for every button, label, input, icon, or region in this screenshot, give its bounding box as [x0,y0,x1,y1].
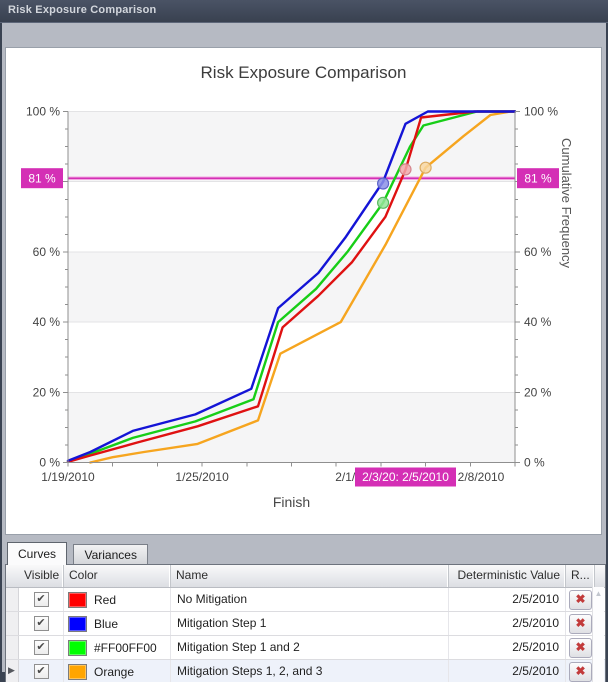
table-scrollbar[interactable]: ▲ ▼ [592,587,604,682]
color-cell[interactable]: #FF00FF00 [64,636,171,659]
color-name: Orange [94,664,135,679]
crossing-marker[interactable] [419,161,432,174]
curve-2[interactable] [66,110,517,463]
row-selector[interactable] [6,612,19,635]
plot-band [68,392,515,463]
visible-checkbox[interactable]: ✔ [33,616,49,631]
color-swatch[interactable] [68,639,87,656]
y-tick-label-left: 20 % [33,385,61,399]
deterministic-value[interactable]: 2/5/2010 [449,588,566,611]
crossing-marker[interactable] [377,196,390,209]
y-axis-title: Cumulative Frequency [559,138,574,269]
delete-curve-button[interactable]: ✖ [569,613,592,634]
curve-1[interactable] [66,110,517,462]
table-row[interactable]: ✔ Blue Mitigation Step 1 2/5/2010 ✖ [6,612,605,636]
y-tick-label-left: 0 % [39,456,60,470]
visible-checkbox[interactable]: ✔ [33,592,49,607]
column-remove[interactable]: R... [566,565,595,587]
y-tick-label-right: 20 % [524,385,552,399]
column-deterministic[interactable]: Deterministic Value [449,565,566,587]
scroll-up-icon[interactable]: ▲ [594,589,603,598]
threshold-label-left [21,168,63,189]
threshold-label-left-text: 81 % [28,172,56,186]
color-cell[interactable]: Red [64,588,171,611]
curves-table: Visible Color Name Deterministic Value R… [5,564,606,682]
y-tick-label-right: 100 % [524,105,558,119]
tab-curves[interactable]: Curves [7,542,68,565]
table-row-selected[interactable]: ▶ ✔ Orange Mitigation Steps 1, 2, and 3 … [6,660,605,682]
x-tick-label: 2/8/2010 [458,470,505,484]
deterministic-value[interactable]: 2/5/2010 [449,660,566,682]
curve-name[interactable]: Mitigation Steps 1, 2, and 3 [171,660,449,682]
row-selector[interactable]: ▶ [6,660,19,682]
table-row[interactable]: ✔ #FF00FF00 Mitigation Step 1 and 2 2/5/… [6,636,605,660]
chart-panel: 0 % 0 % 20 % 20 % 40 % 40 % 60 % 60 % 100 % 100 %… [5,47,602,535]
row-header-column [6,565,19,587]
plot-band [68,111,515,182]
visible-checkbox[interactable]: ✔ [33,664,49,679]
color-swatch[interactable] [68,615,87,632]
curve-name[interactable]: Mitigation Step 1 [171,612,449,635]
tab-variances[interactable]: Variances [73,544,148,565]
column-name[interactable]: Name [171,565,449,587]
crossing-marker[interactable] [399,163,412,176]
crosshair-date-label-text: 2/3/20: 2/5/2010 [362,470,449,484]
crossing-marker[interactable] [377,177,390,190]
x-tick-label: 1/25/2010 [175,470,229,484]
table-header: Visible Color Name Deterministic Value R… [6,565,605,588]
delete-curve-button[interactable]: ✖ [569,589,592,610]
deterministic-value[interactable]: 2/5/2010 [449,612,566,635]
crosshair-date-label [355,467,456,487]
row-selector[interactable] [6,636,19,659]
title-bar[interactable]: Risk Exposure Comparison [0,0,608,23]
window-content: 0 % 0 % 20 % 20 % 40 % 40 % 60 % 60 % 100 % 100 %… [2,23,606,682]
curve-0[interactable] [66,110,517,463]
threshold-label-right-text: 81 % [524,172,552,186]
color-name: Red [94,592,117,607]
column-color[interactable]: Color [64,565,171,587]
color-swatch[interactable] [68,591,87,608]
color-name: Blue [94,616,119,631]
y-tick-label-right: 60 % [524,245,552,259]
chart-title: Risk Exposure Comparison [200,63,407,82]
risk-chart[interactable]: 0 % 0 % 20 % 20 % 40 % 40 % 60 % 60 % 100 % 100 %… [6,48,601,534]
delete-curve-button[interactable]: ✖ [569,637,592,658]
deterministic-value[interactable]: 2/5/2010 [449,636,566,659]
color-cell[interactable]: Blue [64,612,171,635]
curve-3[interactable] [89,110,517,464]
window-title: Risk Exposure Comparison [8,4,157,16]
y-tick-label-right: 40 % [524,315,552,329]
x-tick-label: 1/19/2010 [41,470,95,484]
column-visible[interactable]: Visible [19,565,64,587]
y-tick-label-left: 40 % [33,315,61,329]
tab-strip: Curves Variances [7,542,150,565]
curve-name[interactable]: Mitigation Step 1 and 2 [171,636,449,659]
color-swatch[interactable] [68,663,87,680]
y-tick-label-right: 0 % [524,456,545,470]
color-name: #FF00FF00 [94,640,157,655]
color-cell[interactable]: Orange [64,660,171,682]
y-tick-label-left: 60 % [33,245,61,259]
x-axis-title: Finish [272,494,311,510]
delete-curve-button[interactable]: ✖ [569,661,592,682]
scrollbar-header-gap [595,565,605,587]
row-selector[interactable] [6,588,19,611]
current-row-pointer-icon: ▶ [8,665,15,675]
visible-checkbox[interactable]: ✔ [33,640,49,655]
table-row[interactable]: ✔ Red No Mitigation 2/5/2010 ✖ [6,588,605,612]
threshold-label-right [517,168,559,189]
y-tick-label-left: 100 % [26,105,60,119]
curve-name[interactable]: No Mitigation [171,588,449,611]
